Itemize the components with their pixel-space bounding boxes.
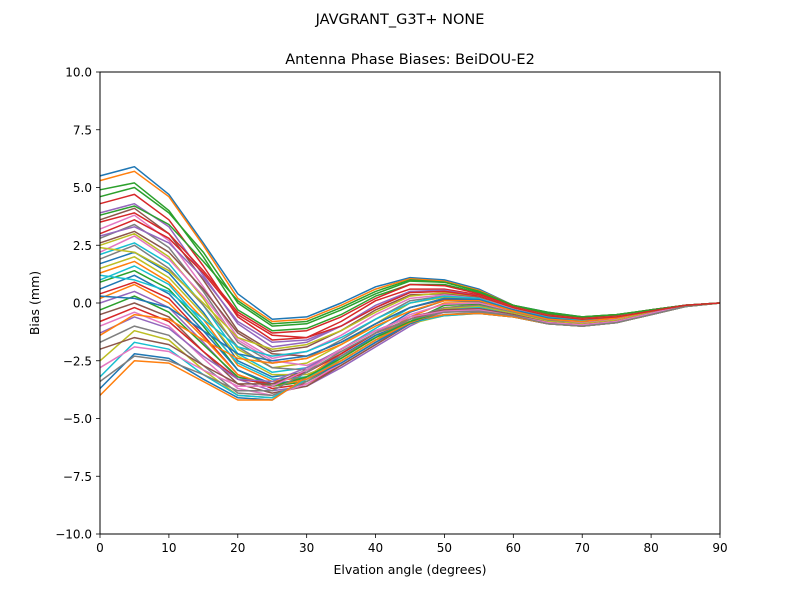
y-tick-label: −7.5: [63, 470, 92, 484]
series-line-az-42: [99, 299, 721, 364]
x-axis-label: Elvation angle (degrees): [333, 562, 486, 577]
y-tick-label: 2.5: [73, 239, 92, 253]
series-line-az-38: [99, 302, 721, 392]
plot-frame: [99, 71, 721, 535]
x-tick-label: 0: [96, 541, 104, 555]
chart-title: Antenna Phase Biases: BeiDOU-E2: [285, 52, 535, 68]
y-tick-label: −10.0: [55, 528, 92, 542]
y-axis-label: Bias (mm): [27, 271, 42, 335]
y-tick-label: 5.0: [73, 181, 92, 195]
y-tick-label: 0.0: [73, 297, 92, 311]
x-tick-label: 50: [437, 541, 452, 555]
figure-suptitle: JAVGRANT_G3T+ NONE: [315, 12, 485, 28]
x-tick-label: 20: [230, 541, 245, 555]
series-line-az-44: [99, 219, 721, 339]
series-layer: [99, 165, 721, 401]
series-line-az-27: [99, 235, 721, 367]
x-tick-label: 10: [161, 541, 176, 555]
x-tick-label: 60: [506, 541, 521, 555]
y-tick-label: −5.0: [63, 412, 92, 426]
y-tick-label: 10.0: [65, 66, 92, 80]
series-line-az-43: [99, 186, 721, 327]
x-tick-label: 80: [643, 541, 658, 555]
series-line-az-37: [99, 302, 721, 387]
series-line-az-13: [99, 269, 721, 387]
x-tick-label: 70: [575, 541, 590, 555]
x-tick-label: 40: [368, 541, 383, 555]
tick-layer: 0 10 20 30 40 50 60 70 80 90 −10.0 −7.5 −5.0 −2.5 0.0 2…: [55, 66, 727, 556]
series-line-az-24: [99, 212, 721, 334]
series-line-az-41: [99, 295, 721, 362]
y-tick-label: −2.5: [63, 354, 92, 368]
x-tick-label: 90: [712, 541, 727, 555]
x-tick-label: 30: [299, 541, 314, 555]
y-tick-label: 7.5: [73, 123, 92, 137]
